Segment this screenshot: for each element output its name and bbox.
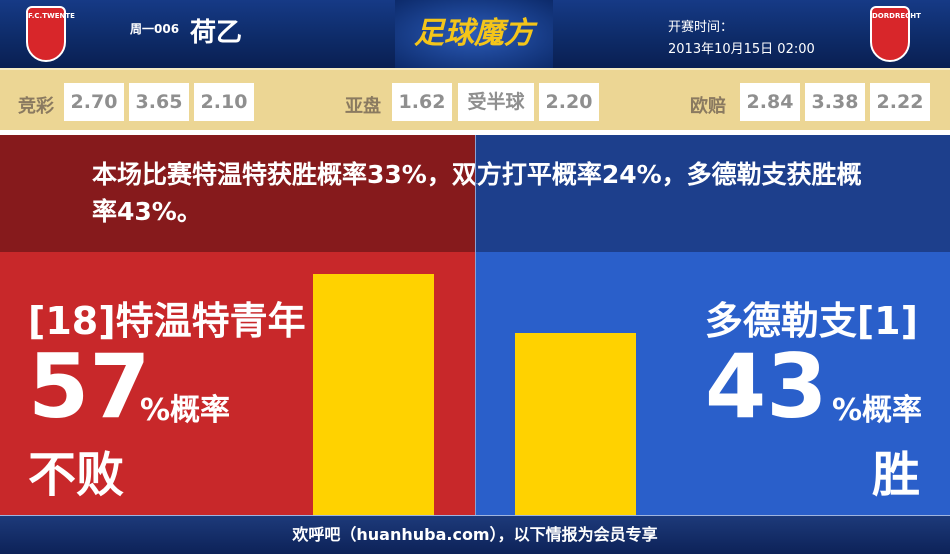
- jingcai-odd-home: 2.70: [64, 83, 124, 121]
- home-team-logo: F.C.TWENTE: [26, 6, 75, 62]
- away-team-logo: DORDRECHT: [870, 6, 921, 62]
- brand-logo: 足球魔方: [395, 0, 553, 68]
- summary-bg-away: [476, 135, 950, 252]
- away-logo-text: DORDRECHT: [872, 12, 921, 20]
- asian-handicap: 受半球: [458, 83, 534, 121]
- away-outcome: 胜: [871, 447, 920, 503]
- asian-odd-away: 2.20: [539, 83, 599, 121]
- odds-band: 竞彩 2.70 3.65 2.10 亚盘 1.62 受半球 2.20 欧赔 2.…: [0, 68, 950, 130]
- prediction-summary: 本场比赛特温特获胜概率33%，双方打平概率24%，多德勒支获胜概率43%。: [92, 160, 862, 226]
- away-percent: 43: [705, 335, 828, 438]
- kickoff-label: 开赛时间：: [668, 20, 734, 35]
- home-logo-text: F.C.TWENTE: [28, 12, 75, 20]
- asian-odd-home: 1.62: [392, 83, 452, 121]
- kickoff-time: 2013年10月15日 02:00: [668, 42, 815, 57]
- euro-odd-away: 2.22: [870, 83, 930, 121]
- home-percent: 57: [28, 335, 151, 438]
- jingcai-label: 竞彩: [18, 96, 54, 117]
- home-team-name: [18]特温特青年: [28, 299, 306, 343]
- match-header: F.C.TWENTE 周一006 荷乙 足球魔方 开赛时间： 2013年10月1…: [0, 0, 950, 68]
- summary-bg-home: [0, 135, 475, 252]
- league-name: 荷乙: [190, 18, 243, 48]
- home-outcome: 不败: [28, 447, 125, 503]
- divider: [475, 135, 476, 515]
- euro-odd-home: 2.84: [740, 83, 800, 121]
- match-code: 周一006: [130, 22, 180, 36]
- asian-label: 亚盘: [345, 96, 381, 117]
- home-percent-unit: %概率: [140, 393, 231, 428]
- home-probability-bar: [313, 274, 434, 515]
- away-percent-unit: %概率: [831, 393, 922, 428]
- euro-odd-draw: 3.38: [805, 83, 865, 121]
- jingcai-odd-draw: 3.65: [129, 83, 189, 121]
- away-probability-bar: [515, 333, 636, 515]
- footer-banner[interactable]: 欢呼吧（huanhuba.com），以下情报为会员专享: [0, 515, 950, 554]
- euro-label: 欧赔: [690, 96, 726, 117]
- jingcai-odd-away: 2.10: [194, 83, 254, 121]
- away-team-name: 多德勒支[1]: [704, 299, 918, 343]
